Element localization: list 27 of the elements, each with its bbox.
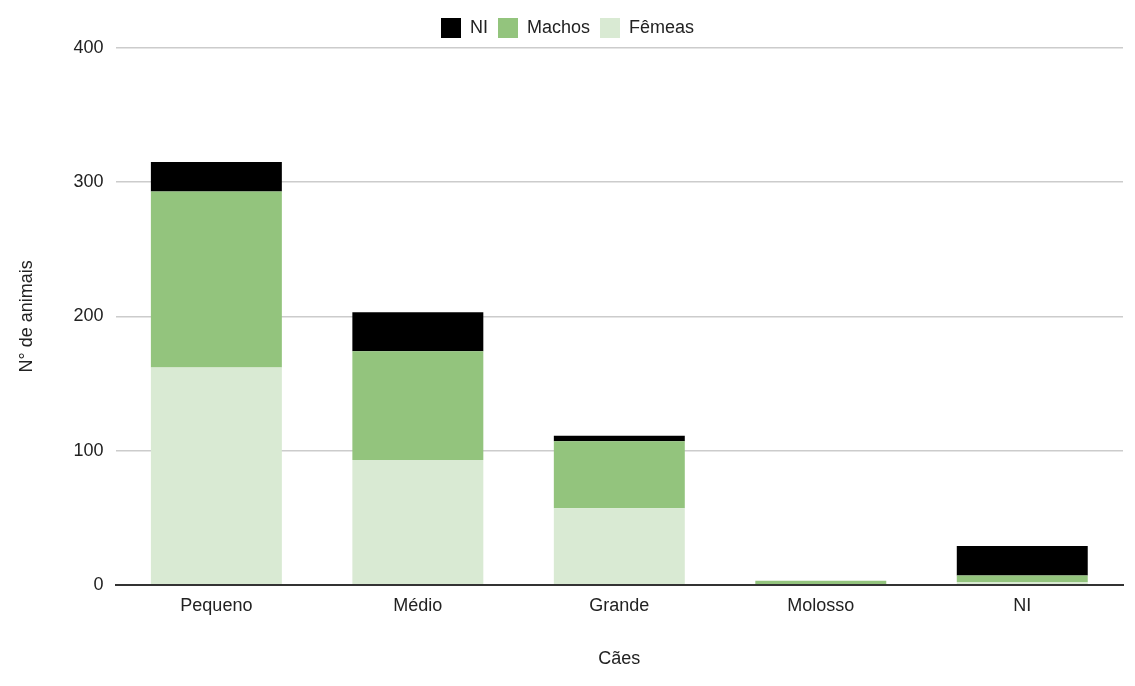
- bar: [150, 191, 282, 368]
- bar: [352, 312, 484, 352]
- bar: [956, 575, 1088, 583]
- y-axis-title: N° de animais: [15, 260, 36, 373]
- bar: [553, 435, 685, 442]
- bar: [150, 367, 282, 585]
- x-axis-title: Cães: [598, 648, 641, 669]
- legend-label: NI: [469, 16, 488, 37]
- bar: [352, 459, 484, 585]
- y-tick-label: 400: [73, 36, 104, 57]
- y-tick-label: 200: [73, 305, 104, 326]
- bar: [956, 545, 1088, 576]
- bar: [553, 441, 685, 509]
- y-tick-label: 0: [93, 573, 104, 594]
- bar: [150, 162, 282, 192]
- bar: [755, 580, 887, 585]
- x-tick-label: Médio: [393, 594, 443, 615]
- bar: [352, 351, 484, 460]
- legend-label: Machos: [526, 16, 591, 37]
- x-tick-label: Pequeno: [180, 594, 253, 615]
- legend-label: Fêmeas: [629, 16, 695, 37]
- x-tick-label: Molosso: [787, 594, 855, 615]
- x-tick-label: NI: [1013, 594, 1032, 615]
- bar: [553, 508, 685, 585]
- y-tick-label: 100: [73, 439, 104, 460]
- y-tick-label: 300: [73, 171, 104, 192]
- x-tick-label: Grande: [589, 594, 650, 615]
